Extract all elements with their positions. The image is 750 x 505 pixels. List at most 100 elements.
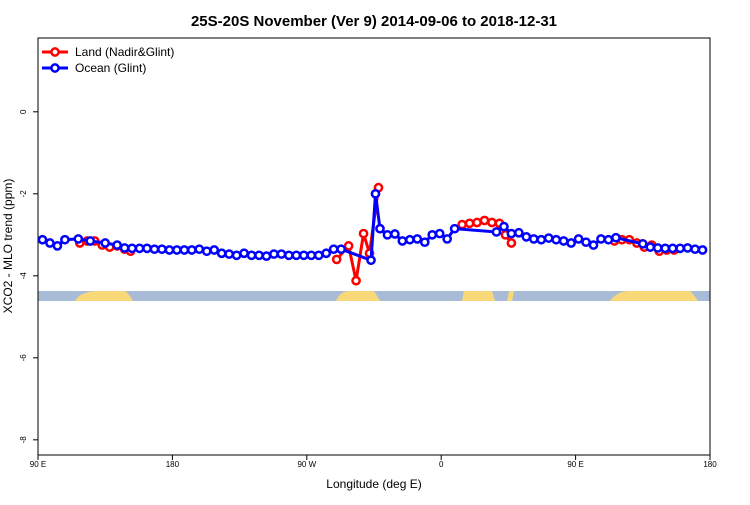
data-point: [358, 228, 369, 239]
data-point: [412, 234, 423, 244]
legend-label: Land (Nadir&Glint): [75, 45, 174, 59]
data-point: [434, 228, 445, 239]
data-point: [164, 245, 175, 255]
data-point: [100, 238, 111, 248]
legend-label: Ocean (Glint): [75, 61, 146, 75]
data-point: [224, 249, 234, 259]
data-point: [328, 244, 339, 255]
data-point: [660, 243, 671, 254]
data-point: [298, 250, 309, 261]
data-point: [596, 234, 606, 244]
data-point: [603, 234, 614, 245]
data-point: [149, 244, 160, 255]
x-tick-label: 90 E: [567, 460, 583, 469]
data-point: [60, 234, 70, 245]
data-point: [536, 234, 547, 245]
data-point: [675, 243, 685, 254]
x-tick-label: 90 W: [297, 460, 316, 469]
data-point: [543, 233, 554, 243]
data-point: [231, 250, 242, 261]
data-point: [521, 232, 532, 242]
data-point: [499, 221, 509, 232]
data-point: [254, 250, 264, 261]
data-point: [472, 217, 482, 228]
data-point: [506, 228, 517, 239]
data-point: [682, 243, 693, 253]
data-point: [397, 236, 408, 246]
data-point: [457, 219, 467, 230]
data-point: [209, 245, 220, 255]
data-point: [442, 234, 453, 244]
data-point: [45, 238, 55, 248]
chart-title: 25S-20S November (Ver 9) 2014-09-06 to 2…: [191, 13, 557, 30]
data-point: [157, 244, 167, 255]
data-point: [142, 243, 152, 254]
data-point: [558, 236, 569, 246]
data-point: [201, 246, 212, 257]
data-point: [581, 237, 591, 248]
data-point: [85, 236, 96, 246]
x-tick-label: 180: [703, 460, 717, 469]
data-point: [528, 234, 539, 244]
x-tick-label: 90 E: [30, 460, 46, 469]
data-point: [611, 232, 621, 243]
y-tick-label: -6: [19, 354, 28, 362]
data-point: [119, 243, 130, 253]
data-point: [645, 242, 656, 252]
data-point: [134, 243, 145, 254]
data-point: [449, 223, 460, 234]
data-point: [487, 217, 497, 228]
y-tick-label: -8: [19, 436, 28, 444]
data-point: [321, 248, 332, 259]
data-point: [269, 249, 279, 259]
data-point: [331, 254, 342, 265]
data-point: [390, 229, 400, 239]
data-point: [404, 234, 415, 245]
data-point: [514, 227, 524, 238]
data-point: [690, 244, 700, 255]
data-point: [366, 255, 376, 266]
data-point: [375, 223, 385, 234]
plot-frame: [37, 37, 711, 456]
data-point: [291, 250, 302, 261]
data-point: [179, 245, 190, 255]
data-point: [637, 238, 648, 249]
x-axis-label: Longitude (deg E): [326, 477, 421, 491]
data-point: [313, 250, 324, 261]
data-point: [479, 215, 490, 226]
data-point: [306, 250, 317, 261]
data-point: [370, 188, 381, 199]
data-point: [194, 244, 205, 255]
data-point: [652, 243, 663, 253]
data-point: [261, 251, 272, 261]
data-point: [343, 241, 354, 251]
y-axis-label: XCO2 - MLO trend (ppm): [1, 179, 15, 314]
data-point: [419, 237, 430, 248]
data-point: [351, 275, 361, 286]
data-point: [186, 245, 197, 255]
data-point: [491, 227, 502, 237]
legend-marker: [50, 47, 60, 57]
x-tick-label: 180: [166, 460, 180, 469]
data-point: [112, 240, 122, 250]
data-point: [336, 244, 346, 255]
data-point: [573, 234, 584, 244]
data-point: [464, 218, 475, 229]
data-point: [382, 229, 393, 240]
data-point: [246, 250, 257, 261]
data-point: [284, 250, 294, 261]
data-point: [667, 243, 678, 254]
data-point: [427, 229, 438, 240]
data-point: [506, 238, 517, 248]
data-point: [216, 248, 227, 259]
x-tick-label: 0: [439, 460, 444, 469]
data-point: [73, 234, 84, 244]
legend-marker: [50, 63, 60, 73]
data-point: [52, 241, 63, 251]
data-point: [239, 248, 249, 259]
data-point: [127, 243, 137, 254]
y-tick-label: 0: [19, 109, 28, 114]
data-point: [697, 245, 708, 255]
land-strip: [38, 291, 710, 301]
